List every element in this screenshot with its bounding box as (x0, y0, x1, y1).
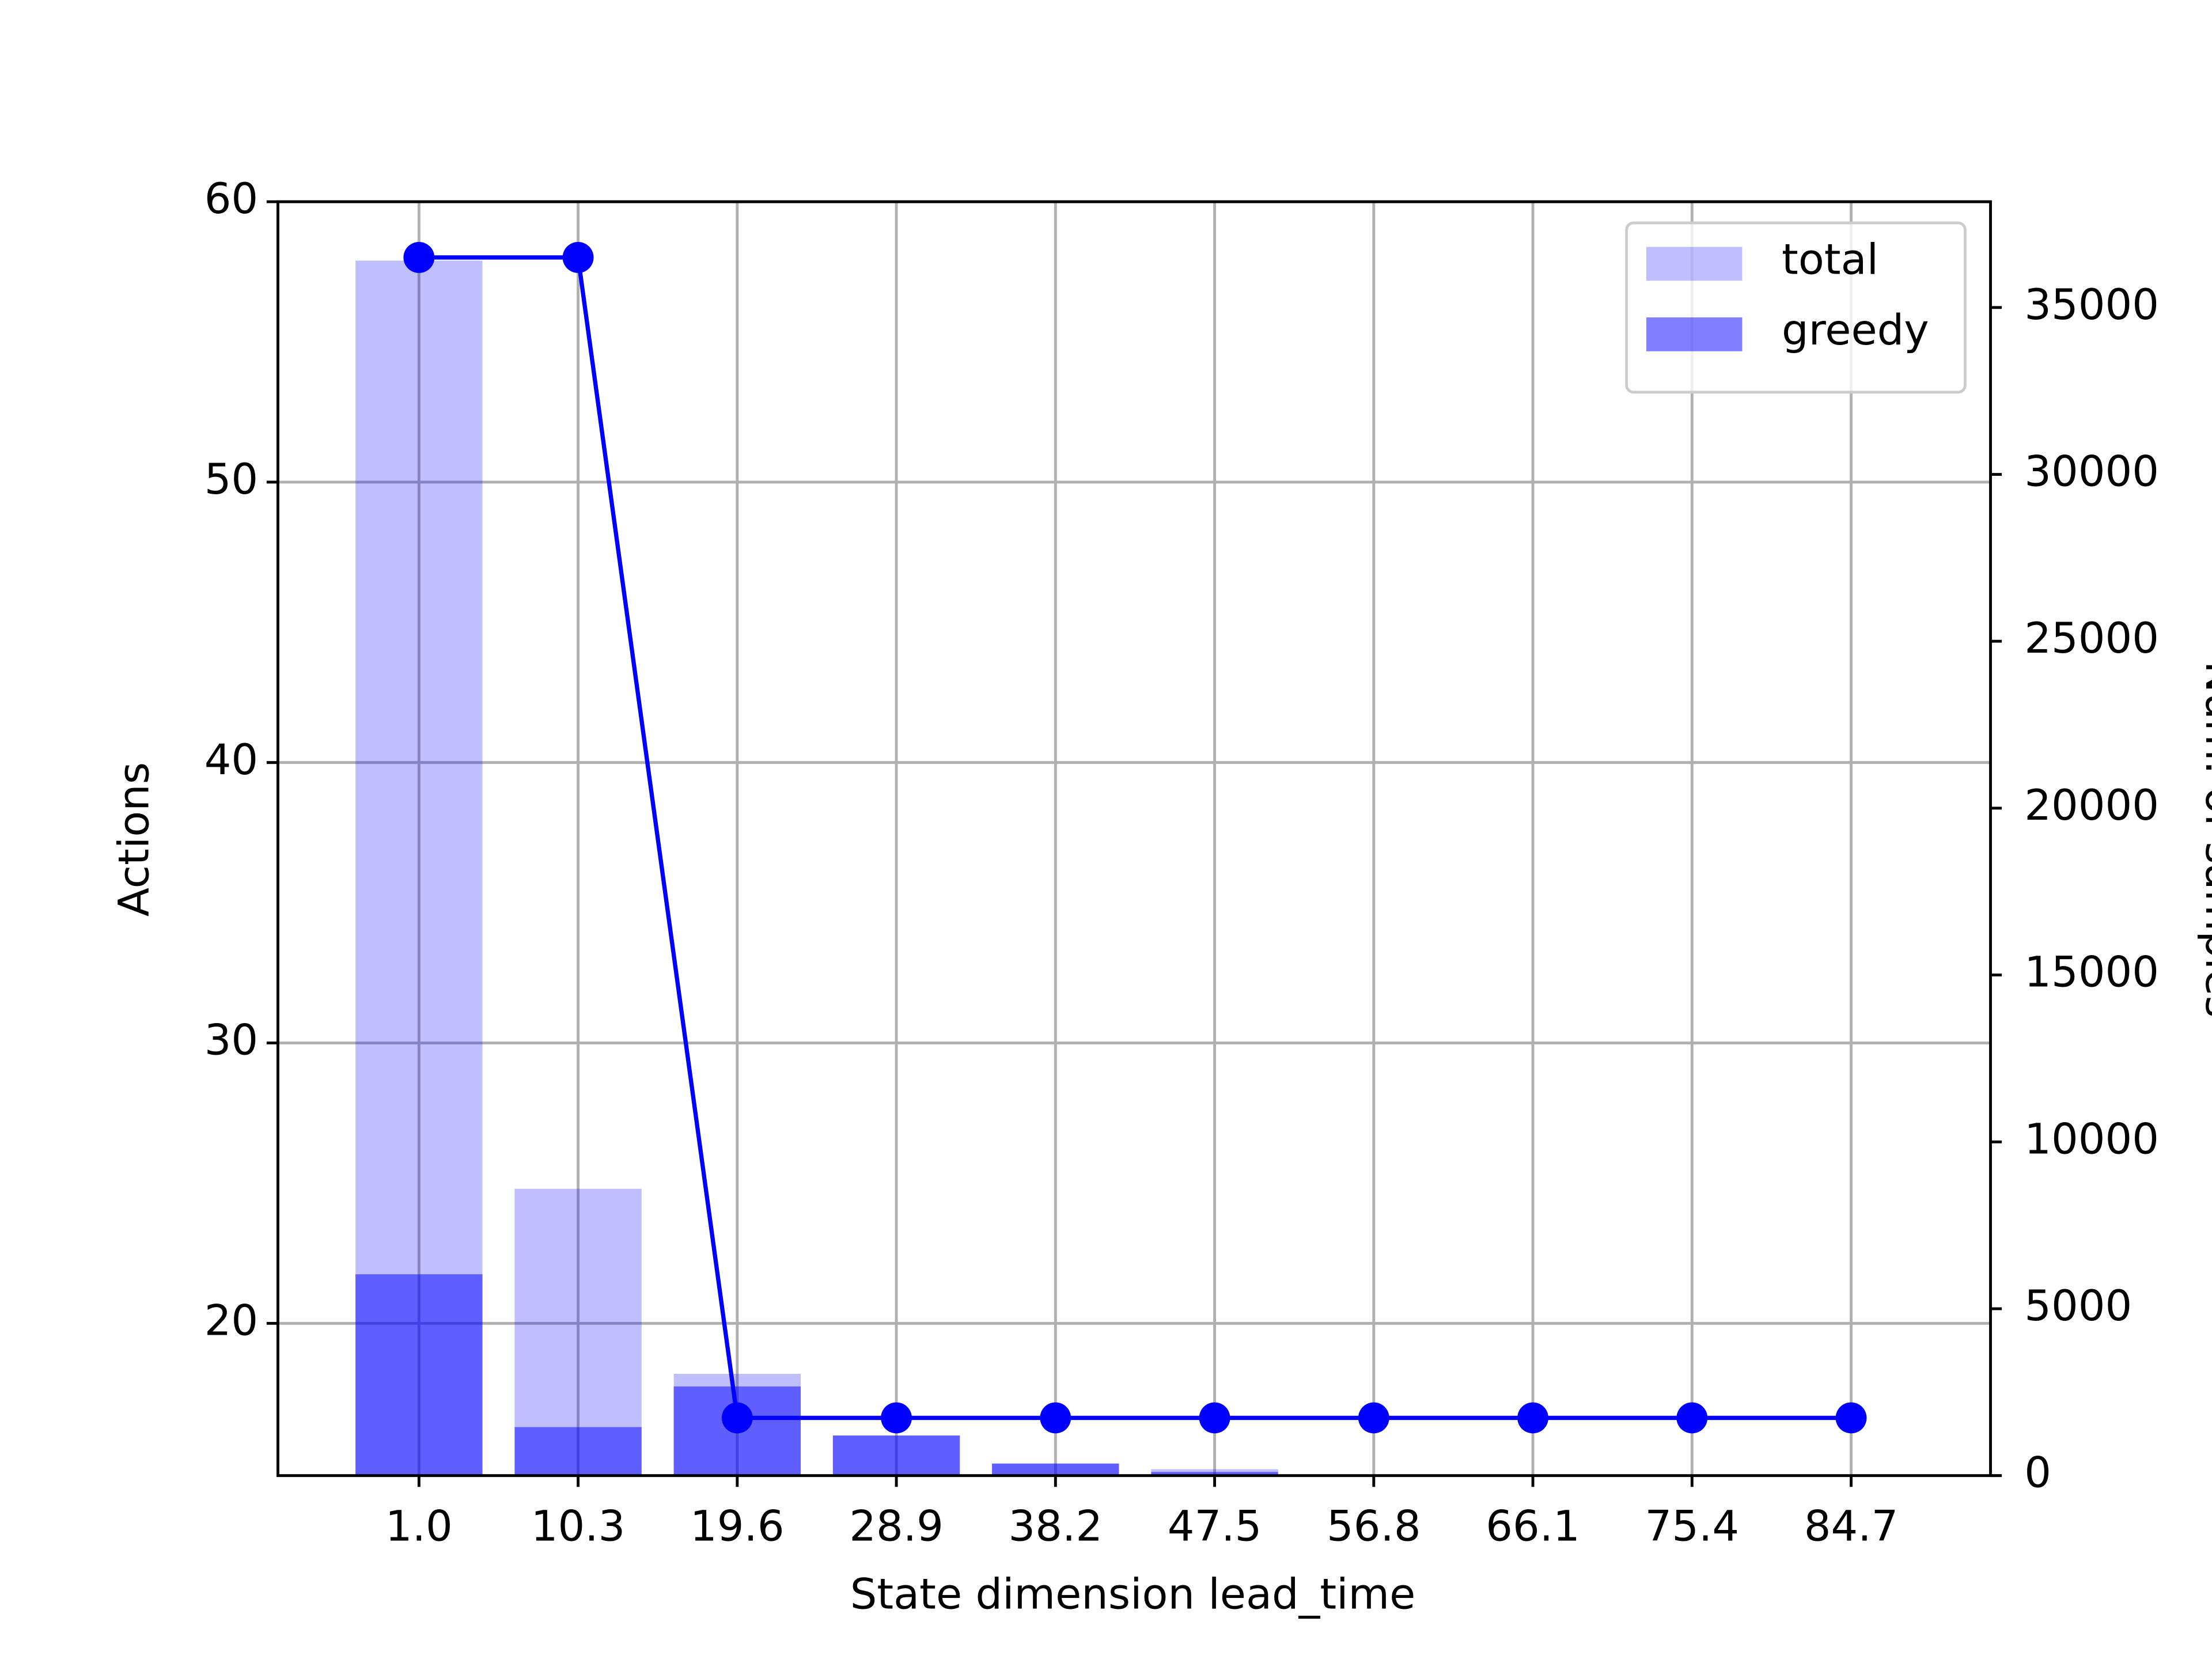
marker (881, 1402, 912, 1434)
x-tick-label: 1.0 (385, 1502, 453, 1551)
marker (1835, 1402, 1867, 1434)
marker (1676, 1402, 1708, 1434)
bar (1151, 1472, 1278, 1476)
y2-tick-label: 30000 (2024, 448, 2159, 497)
x-tick-label: 47.5 (1168, 1502, 1262, 1551)
line (419, 255, 1851, 1421)
y2-tick-label: 5000 (2024, 1282, 2132, 1331)
x-tick-label: 10.3 (531, 1502, 626, 1551)
y-axis-label: Actions (110, 762, 159, 916)
y2-tick-label: 15000 (2024, 948, 2159, 997)
x-tick-label: 19.6 (690, 1502, 785, 1551)
bar (992, 1463, 1119, 1476)
y-tick-label: 60 (204, 175, 258, 224)
y2-tick-label: 25000 (2024, 614, 2159, 663)
y2-tick-label: 10000 (2024, 1115, 2159, 1164)
plot-frame (276, 200, 1992, 1478)
marker (1199, 1402, 1230, 1434)
marker (1358, 1402, 1389, 1434)
marker (403, 242, 435, 273)
y2-tick-label: 0 (2024, 1449, 2051, 1498)
marker (1517, 1402, 1548, 1434)
marker (721, 1402, 753, 1434)
bar (514, 1427, 642, 1476)
marker (562, 242, 594, 273)
x-tick-label: 84.7 (1804, 1502, 1899, 1551)
legend-swatch (1646, 247, 1743, 281)
y-tick-label: 20 (204, 1296, 258, 1345)
x-tick-label: 56.8 (1327, 1502, 1421, 1551)
legend-swatch (1646, 317, 1743, 351)
bar (355, 260, 483, 1476)
y2-axis-label: Num. of samples (2196, 661, 2212, 1018)
bar (355, 1274, 483, 1476)
y2-tick-label: 35000 (2024, 281, 2159, 329)
y2-tick-label: 20000 (2024, 781, 2159, 830)
y-tick-label: 50 (204, 455, 258, 504)
y-tick-label: 40 (204, 736, 258, 785)
y-tick-label: 30 (204, 1016, 258, 1065)
x-tick-label: 38.2 (1009, 1502, 1103, 1551)
x-tick-label: 66.1 (1486, 1502, 1580, 1551)
marker (1040, 1402, 1071, 1434)
x-tick-label: 75.4 (1645, 1502, 1740, 1551)
x-axis-label: State dimension lead_time (850, 1570, 1416, 1619)
legend-label: greedy (1782, 306, 1929, 355)
x-tick-label: 28.9 (849, 1502, 944, 1551)
bar (832, 1435, 960, 1476)
legend-label: total (1782, 236, 1878, 285)
